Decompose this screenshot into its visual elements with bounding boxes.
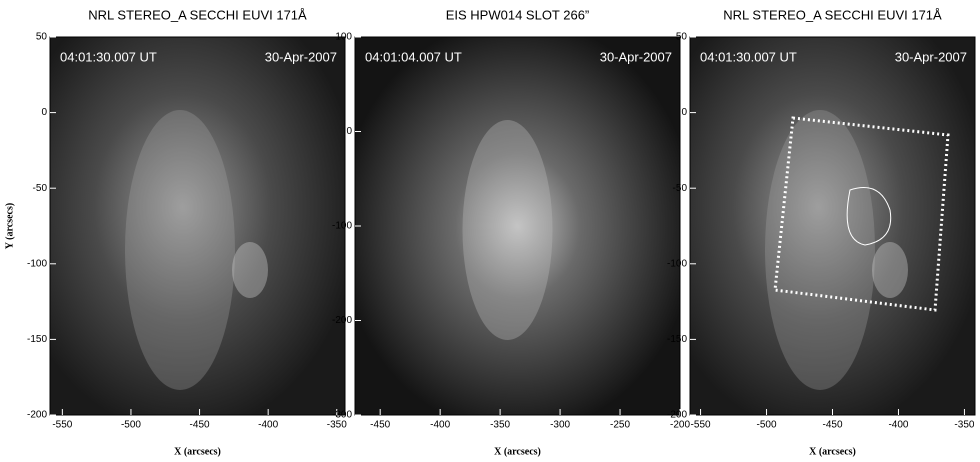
y-tick-label: -300 (332, 410, 352, 421)
y-tick-label: -100 (667, 258, 687, 269)
y-tick-label: -200 (27, 410, 47, 421)
x-tick-label: -350 (954, 420, 974, 431)
x-tick-label: -450 (190, 420, 210, 431)
x-tick-label: -400 (888, 420, 908, 431)
y-tick-label: -150 (667, 334, 687, 345)
overlay-region (773, 116, 950, 312)
bright-region (765, 110, 875, 390)
bright-region (125, 110, 235, 390)
date-annotation: 30-Apr-2007 (600, 49, 672, 64)
x-tick-label: -500 (757, 420, 777, 431)
panel-title: NRL STEREO_A SECCHI EUVI 171Å (88, 7, 307, 22)
time-annotation: 04:01:30.007 UT (60, 49, 157, 64)
x-tick-label: -400 (258, 420, 278, 431)
x-tick-label: -500 (121, 420, 141, 431)
time-annotation: 04:01:30.007 UT (700, 49, 797, 64)
x-tick-label: -250 (610, 420, 630, 431)
x-axis-label: X (arcsecs) (809, 446, 856, 457)
bright-region (872, 242, 908, 298)
bright-region (232, 242, 268, 298)
y-tick-label: 0 (346, 126, 352, 137)
y-tick-label: 50 (676, 32, 688, 43)
y-axis-label: Y (arcsecs) (4, 203, 15, 249)
y-tick-label: -100 (332, 221, 352, 232)
y-tick-label: -200 (667, 410, 687, 421)
x-tick-label: -450 (370, 420, 390, 431)
x-axis-label: X (arcsecs) (494, 446, 541, 457)
y-tick-label: -150 (27, 334, 47, 345)
x-tick-label: -550 (691, 420, 711, 431)
y-tick-label: 50 (36, 32, 48, 43)
y-tick-label: -50 (33, 183, 48, 194)
x-axis-label: X (arcsecs) (174, 446, 221, 457)
panel-title: NRL STEREO_A SECCHI EUVI 171Å (723, 7, 942, 22)
y-tick-label: -50 (673, 183, 688, 194)
date-annotation: 30-Apr-2007 (895, 49, 967, 64)
x-tick-label: -400 (430, 420, 450, 431)
panel-title: EIS HPW014 SLOT 266” (446, 7, 590, 22)
x-tick-label: -200 (670, 420, 690, 431)
bright-region (462, 120, 553, 340)
y-tick-label: -200 (332, 315, 352, 326)
image-frame (354, 36, 681, 416)
y-tick-label: 100 (335, 32, 352, 43)
x-tick-label: -450 (822, 420, 842, 431)
y-tick-label: -100 (27, 258, 47, 269)
date-annotation: 30-Apr-2007 (265, 49, 337, 64)
contour (846, 187, 892, 246)
x-tick-label: -350 (490, 420, 510, 431)
x-tick-label: -300 (550, 420, 570, 431)
y-tick-label: 0 (41, 107, 47, 118)
x-tick-label: -550 (52, 420, 72, 431)
y-tick-label: 0 (681, 107, 687, 118)
time-annotation: 04:01:04.007 UT (365, 49, 462, 64)
image-frame (689, 36, 976, 416)
x-tick-label: -350 (327, 420, 347, 431)
image-frame (49, 36, 346, 416)
